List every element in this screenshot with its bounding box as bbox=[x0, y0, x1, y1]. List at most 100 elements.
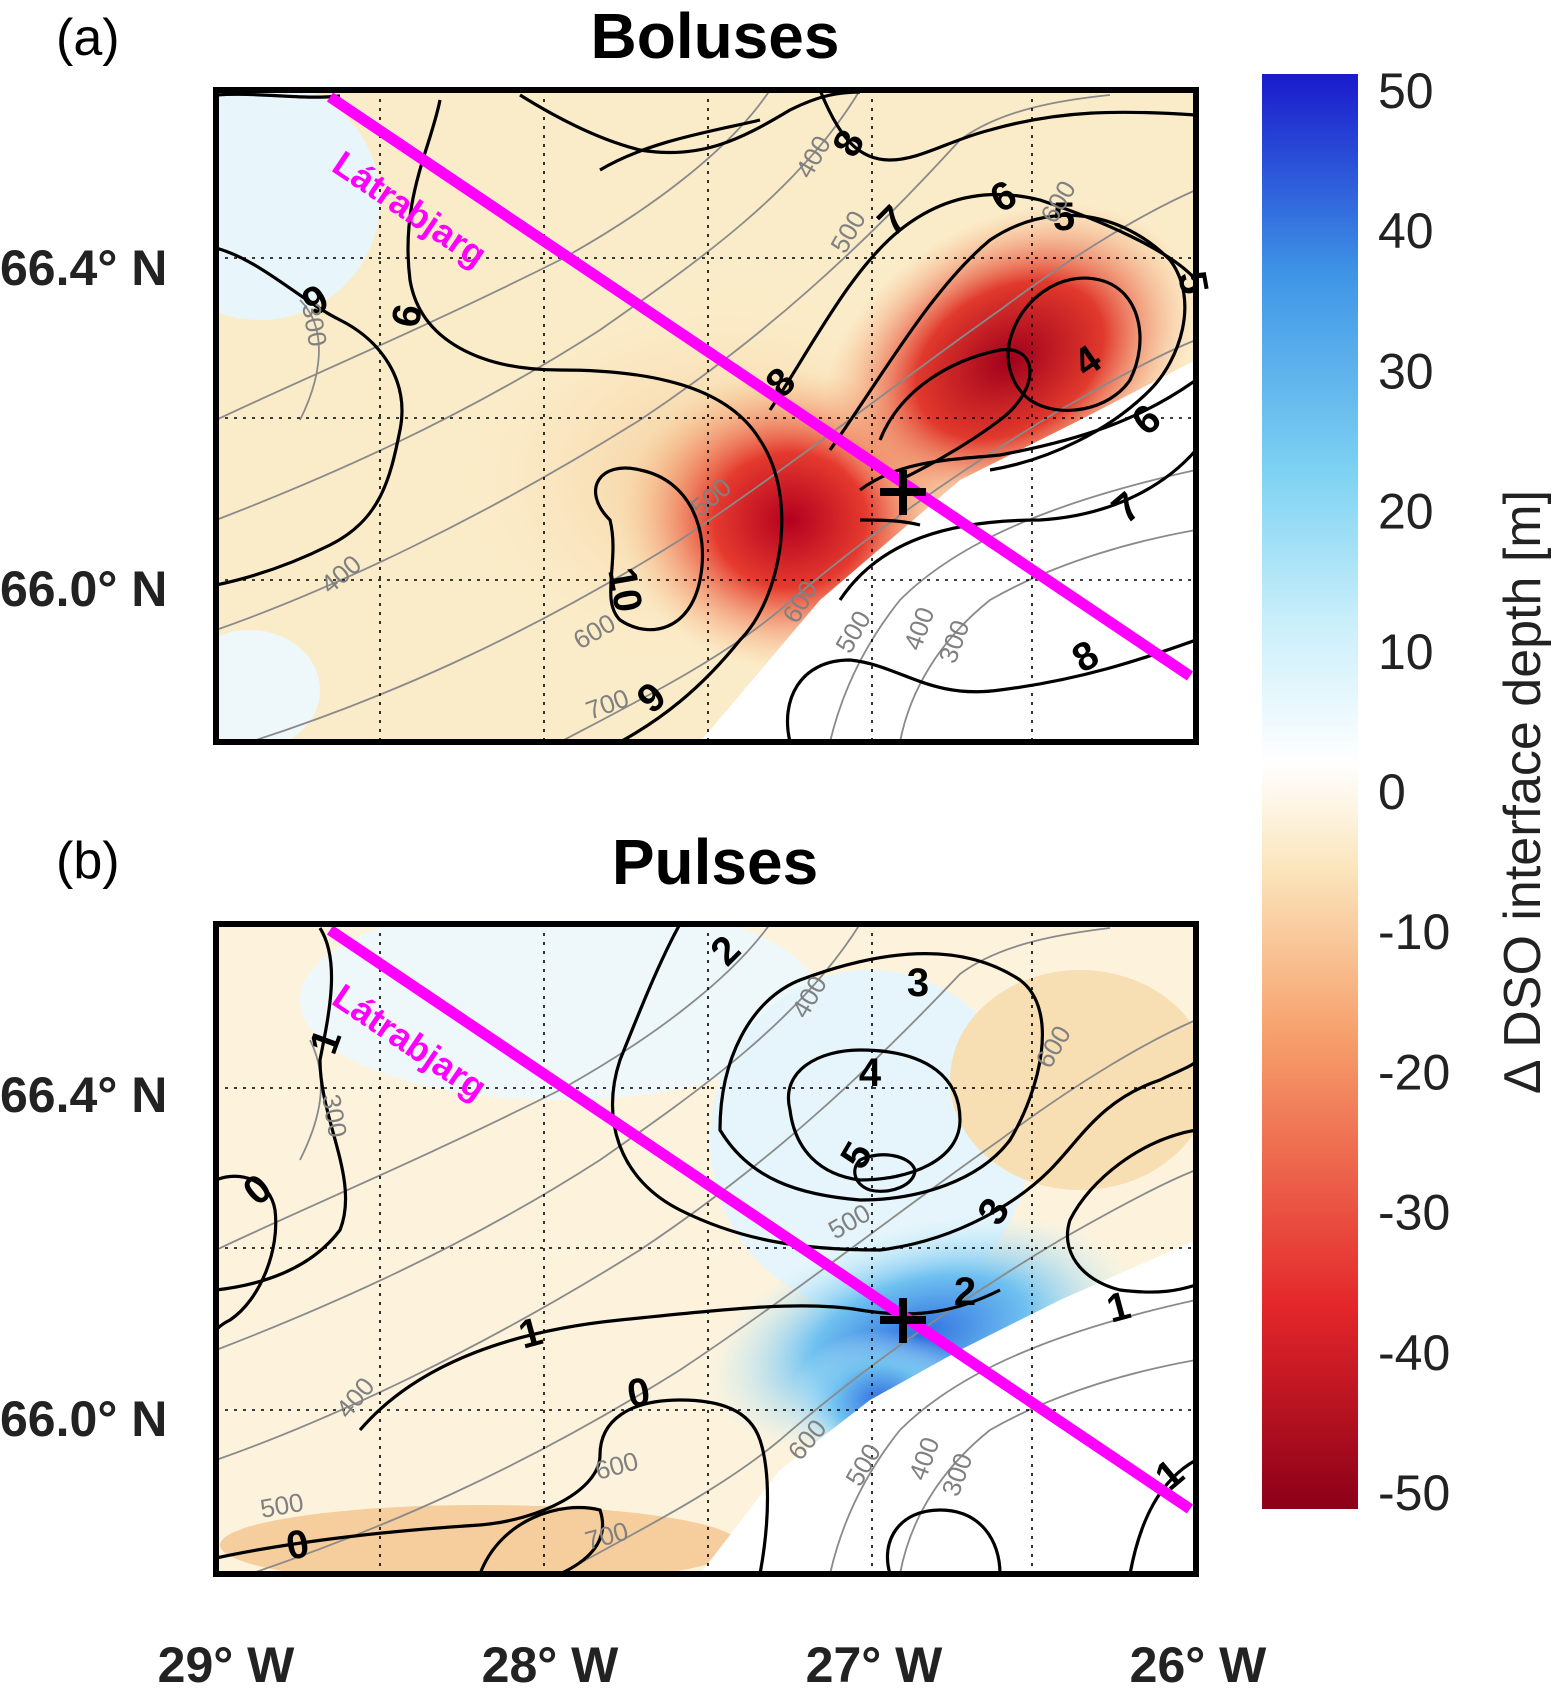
contour-line bbox=[216, 92, 341, 99]
contour-line bbox=[768, 192, 1196, 411]
colorbar-tick-label: 50 bbox=[1378, 63, 1434, 119]
panel-b-letter: (b) bbox=[56, 832, 120, 890]
panel-b-tan-patch bbox=[950, 970, 1196, 1190]
panel-b-contours bbox=[216, 924, 1196, 1574]
lon-tick: 27° W bbox=[806, 1637, 944, 1693]
panel-b-lat-tick: 66.4° N bbox=[0, 1067, 167, 1123]
contour-label: 4 bbox=[859, 1051, 882, 1095]
colorbar: 50 40 30 20 10 0 -10 -20 -30 -40 -50 Δ DSO interfa… bbox=[1262, 63, 1552, 1521]
colorbar-tick-label: -20 bbox=[1378, 1044, 1450, 1100]
bathy-label: 300 bbox=[316, 1092, 353, 1140]
colorbar-tick-label: 10 bbox=[1378, 624, 1434, 680]
contour-line bbox=[838, 448, 1196, 601]
contour-line bbox=[599, 118, 761, 172]
colorbar-tick-label: 0 bbox=[1378, 764, 1406, 820]
contour-line bbox=[859, 518, 921, 527]
contour-line bbox=[216, 1398, 770, 1574]
panel-b-section-line bbox=[326, 925, 1194, 1514]
contour-line bbox=[785, 638, 1196, 742]
bathy-contour bbox=[829, 469, 1196, 742]
bathy-contour bbox=[299, 1039, 322, 1161]
contour-line bbox=[216, 927, 348, 1292]
contour-line bbox=[818, 90, 1196, 162]
bathy-contour bbox=[249, 1019, 1196, 1574]
bathy-contour bbox=[216, 90, 861, 521]
contour-line bbox=[406, 99, 784, 742]
colorbar-tick-label: -30 bbox=[1378, 1185, 1450, 1241]
panel-b-no-data-shelf bbox=[700, 1240, 1196, 1574]
panel-a-mooring-marker bbox=[880, 470, 926, 515]
bathy-contour bbox=[559, 339, 1196, 742]
contour-label: 3 bbox=[907, 961, 929, 1005]
panel-a-section-line bbox=[326, 92, 1194, 681]
contour-line bbox=[216, 1174, 278, 1332]
bathy-contour bbox=[216, 94, 1111, 631]
lon-tick: 29° W bbox=[158, 1637, 296, 1693]
bathy-contour bbox=[829, 1299, 1196, 1574]
colorbar-tick-label: 40 bbox=[1378, 203, 1434, 259]
contour-line bbox=[519, 90, 861, 155]
bathy-contour bbox=[216, 924, 861, 1351]
panel-a-bathymetry bbox=[216, 90, 1196, 742]
panel-a-lat-tick: 66.4° N bbox=[0, 240, 167, 296]
panel-b-title: Pulses bbox=[612, 826, 818, 898]
bathy-contour bbox=[216, 924, 771, 1251]
panel-b-tan-patch-2 bbox=[220, 1505, 740, 1574]
contour-line bbox=[358, 1288, 1001, 1432]
panel-b-frame bbox=[213, 921, 1199, 1577]
contour-line bbox=[786, 1048, 962, 1182]
bathy-contour bbox=[899, 1359, 1196, 1574]
contour-line bbox=[885, 1508, 1002, 1574]
contour-line bbox=[1128, 1458, 1196, 1574]
contour-label: 10 bbox=[599, 564, 650, 615]
panel-b-bathymetry bbox=[216, 924, 1196, 1574]
panel-b: (b) Pulses bbox=[0, 826, 1199, 1577]
lon-tick: 28° W bbox=[482, 1637, 620, 1693]
contour-line bbox=[853, 1153, 917, 1193]
panel-b-map bbox=[216, 924, 1196, 1574]
bathy-contour bbox=[559, 1169, 1196, 1574]
contour-label: 5 bbox=[1053, 195, 1075, 239]
contour-line bbox=[478, 1505, 605, 1574]
panel-b-pale-blue-patch bbox=[300, 924, 820, 1100]
panel-a-lat-tick: 66.0° N bbox=[0, 561, 167, 617]
colorbar-gradient bbox=[1262, 74, 1358, 1509]
panel-a-frame bbox=[213, 87, 1199, 745]
contour-line bbox=[859, 378, 1196, 492]
panel-a-map bbox=[216, 90, 1196, 742]
colorbar-tick-label: -50 bbox=[1378, 1465, 1450, 1521]
panel-a-no-data-shelf bbox=[700, 360, 1196, 742]
panel-a-pale-blue-patch-2 bbox=[216, 630, 320, 742]
colorbar-tick-label: -10 bbox=[1378, 904, 1450, 960]
lon-tick: 26° W bbox=[1130, 1637, 1268, 1693]
panel-a-contours bbox=[216, 90, 1196, 742]
panel-b-lat-tick: 66.0° N bbox=[0, 1391, 167, 1447]
contour-line bbox=[878, 348, 1032, 482]
contour-line bbox=[611, 924, 1196, 1252]
panel-a: (a) Boluses bbox=[0, 0, 1216, 745]
colorbar-tick-label: 30 bbox=[1378, 343, 1434, 399]
panel-a-title: Boluses bbox=[591, 0, 840, 72]
bathy-contour bbox=[216, 927, 1111, 1461]
colorbar-tick-label: -40 bbox=[1378, 1325, 1450, 1381]
colorbar-label: Δ DSO interface depth [m] bbox=[1494, 490, 1552, 1094]
lon-ticks: 29° W 28° W 27° W 26° W bbox=[158, 1637, 1268, 1693]
colorbar-ticks: 50 40 30 20 10 0 -10 -20 -30 -40 -50 bbox=[1378, 63, 1450, 1521]
bathy-label: 500 bbox=[258, 1487, 306, 1524]
contour-label: 2 bbox=[954, 1270, 976, 1314]
bathy-contour bbox=[216, 90, 771, 421]
bathy-contour bbox=[299, 299, 320, 421]
contour-line bbox=[216, 246, 404, 587]
panel-a-letter: (a) bbox=[56, 9, 120, 67]
bathy-contour bbox=[899, 529, 1196, 742]
colorbar-tick-label: 20 bbox=[1378, 484, 1434, 540]
panel-a-pale-blue-patch bbox=[216, 90, 380, 320]
contour-line bbox=[828, 213, 1187, 472]
contour-line bbox=[718, 952, 1044, 1202]
contour-line bbox=[1065, 1128, 1196, 1294]
panel-b-mooring-marker bbox=[880, 1298, 926, 1343]
contour-line bbox=[594, 466, 705, 632]
bathy-contour bbox=[249, 189, 1196, 742]
bathy-label: 300 bbox=[296, 301, 333, 349]
